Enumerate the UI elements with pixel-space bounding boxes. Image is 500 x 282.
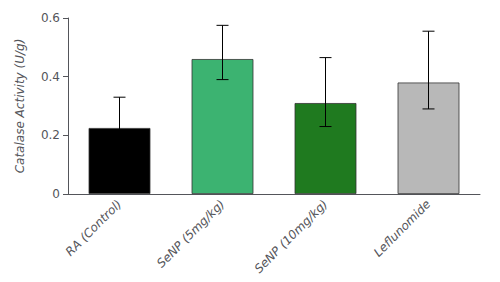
- svg-text:RA (Control): RA (Control): [63, 197, 125, 259]
- svg-text:0.2: 0.2: [41, 128, 60, 142]
- svg-text:0.4: 0.4: [41, 70, 60, 84]
- svg-text:0.6: 0.6: [41, 11, 60, 25]
- svg-text:SeNP (10mg/kg): SeNP (10mg/kg): [252, 197, 331, 276]
- svg-text:Catalase Activity (U/g): Catalase Activity (U/g): [13, 39, 27, 174]
- svg-text:0: 0: [52, 187, 60, 201]
- svg-text:SeNP (5mg/kg): SeNP (5mg/kg): [154, 197, 227, 270]
- svg-text:Leflunomide: Leflunomide: [371, 197, 433, 259]
